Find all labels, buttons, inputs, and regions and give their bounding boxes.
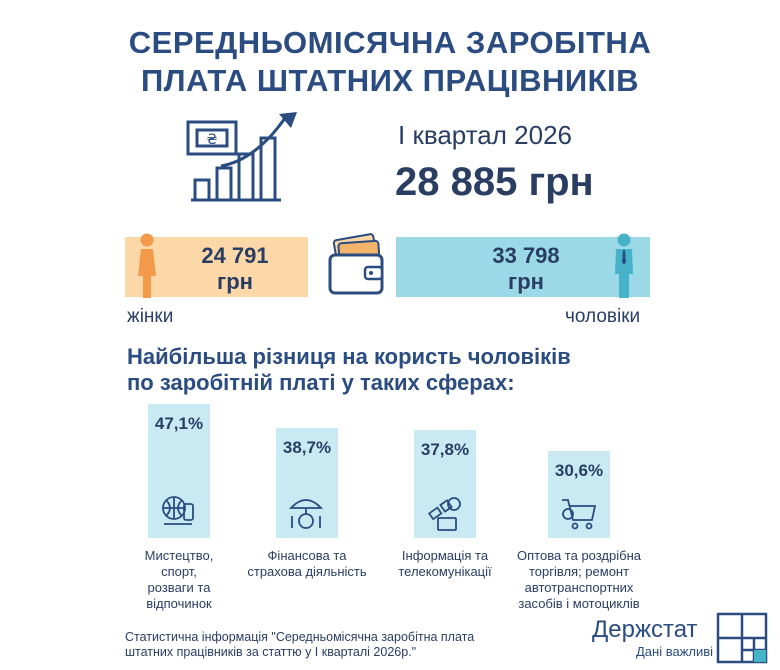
chart-category-label: Фінансова та страхова діяльність bbox=[247, 548, 367, 579]
men-salary-box: 33 798 грн bbox=[396, 237, 650, 297]
women-label: жінки bbox=[127, 306, 174, 327]
salary-growth-icon: ₴ bbox=[186, 112, 297, 202]
women-salary-value: 24 791 bbox=[201, 243, 269, 268]
woman-icon bbox=[138, 233, 156, 298]
brand-name: Держстат bbox=[592, 616, 698, 643]
chart-value-label: 47,1% bbox=[154, 414, 204, 433]
chart-bar bbox=[148, 404, 210, 538]
shopping-cart-icon bbox=[562, 499, 597, 530]
infographic-title: СЕРЕДНЬОМІСЯЧНА ЗАРОБІТНА ПЛАТА ШТАТНИХ … bbox=[0, 24, 780, 100]
title-line-1: СЕРЕДНЬОМІСЯЧНА ЗАРОБІТНА bbox=[128, 25, 652, 60]
women-salary-unit: грн bbox=[217, 269, 253, 294]
men-salary-value: 33 798 bbox=[492, 243, 560, 268]
men-salary-unit: грн bbox=[508, 269, 544, 294]
chart-value-label: 37,8% bbox=[420, 440, 470, 460]
chart-value-label: 38,7% bbox=[282, 437, 332, 457]
chart-bar bbox=[414, 430, 476, 538]
chart-category-label: Мистецтво, спорт, розваги та відпочинок bbox=[144, 548, 214, 611]
difference-heading: Найбільша різниця на користь чоловіків п… bbox=[127, 344, 571, 396]
chart-bar bbox=[548, 450, 610, 538]
svg-text:₴: ₴ bbox=[207, 132, 218, 148]
brand-slogan: Дані важливі bbox=[636, 644, 714, 659]
title-line-2: ПЛАТА ШТАТНИХ ПРАЦІВНИКІВ bbox=[140, 63, 640, 98]
difference-heading-line-1: Найбільша різниця на користь чоловіків bbox=[127, 344, 571, 369]
source-footnote: Статистична інформація "Середньомісячна … bbox=[125, 630, 474, 660]
umbrella-coin-icon bbox=[288, 499, 324, 529]
period-label: І квартал 2026 bbox=[398, 120, 573, 150]
difference-heading-line-2: по заробітній платі у таких сферах: bbox=[127, 370, 515, 395]
chart-category-label: Оптова та роздрібна торгівля; ремонт автот… bbox=[517, 548, 641, 611]
dershstat-logo-icon bbox=[716, 612, 768, 664]
sport-icon bbox=[162, 496, 194, 525]
average-salary-total: 28 885 грн bbox=[395, 160, 594, 204]
satellite-icon bbox=[427, 497, 461, 531]
chart-category-label: Інформація та телекомунікації bbox=[398, 548, 492, 579]
footnote-line-2: штатних працівників за статтю у І кварта… bbox=[125, 645, 417, 659]
chart-bar bbox=[276, 427, 338, 538]
women-salary-box: 24 791 грн bbox=[125, 237, 308, 297]
men-label: чоловіки bbox=[565, 306, 641, 327]
man-icon bbox=[615, 233, 633, 298]
footnote-line-1: Статистична інформація "Середньомісячна … bbox=[125, 630, 475, 644]
chart-value-label: 30,6% bbox=[554, 460, 604, 480]
wallet-icon bbox=[328, 233, 384, 295]
